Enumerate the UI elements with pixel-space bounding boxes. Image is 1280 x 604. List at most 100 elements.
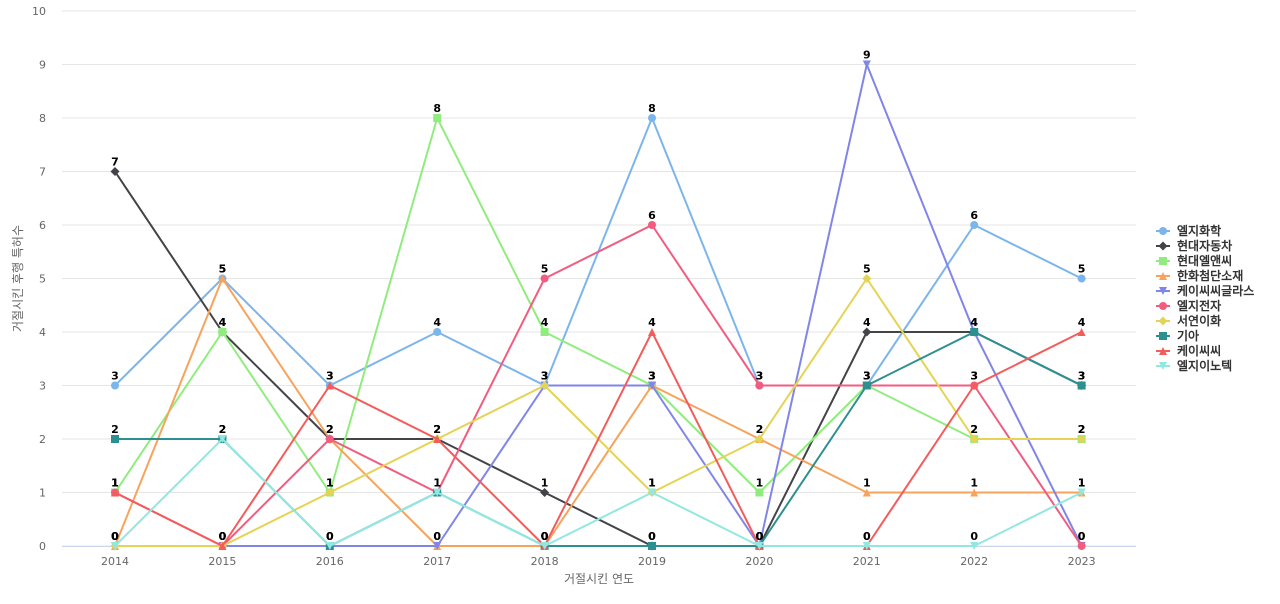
legend-item[interactable]: 서연이화 [1156,313,1221,328]
data-label: 5 [541,263,549,276]
series-line[interactable] [114,277,1083,547]
data-label: 2 [1078,423,1086,436]
data-label: 2 [970,423,978,436]
data-point[interactable] [110,167,120,176]
data-point[interactable] [540,328,549,336]
data-point[interactable] [325,488,335,497]
y-tick-label: 8 [39,112,46,125]
data-point[interactable] [111,542,119,550]
data-point[interactable] [1077,381,1086,390]
data-point[interactable] [325,381,334,390]
data-point[interactable] [433,328,442,336]
data-point[interactable] [862,381,871,390]
series-line[interactable] [114,63,1083,547]
data-point[interactable] [862,60,871,69]
data-point[interactable] [970,542,979,550]
data-point[interactable] [218,542,227,550]
data-point[interactable] [433,114,442,122]
legend-item[interactable]: 엘지화학 [1156,223,1221,238]
data-point[interactable] [433,488,442,497]
series-line[interactable] [114,331,1083,547]
data-label: 0 [863,530,871,543]
legend-item[interactable]: 엘지이노텍 [1156,358,1232,373]
data-point[interactable] [433,435,442,443]
data-point[interactable] [648,221,656,229]
legend-marker[interactable] [1158,241,1168,251]
data-point[interactable] [862,274,872,283]
data-point[interactable] [648,488,656,497]
data-point[interactable] [540,542,549,550]
data-point[interactable] [648,381,656,390]
legend-marker[interactable] [1159,302,1167,310]
data-point[interactable] [755,488,764,497]
legend-marker[interactable] [1159,347,1167,355]
data-point[interactable] [862,488,871,497]
data-point[interactable] [540,488,550,497]
data-point[interactable] [325,542,334,550]
data-label: 3 [648,370,656,383]
legend-marker[interactable] [1159,257,1167,265]
legend-marker[interactable] [1159,332,1167,340]
series-line[interactable] [114,277,1083,547]
legend-item[interactable]: 케이씨씨글라스 [1156,283,1254,298]
data-point[interactable] [755,381,764,390]
legend-item[interactable]: 케이씨씨 [1156,343,1221,358]
legend-marker[interactable] [1159,272,1167,280]
data-point[interactable] [540,381,550,390]
data-point[interactable] [111,435,119,443]
data-point[interactable] [754,434,764,444]
legend-item[interactable]: 기아 [1156,328,1199,343]
data-point[interactable] [218,274,227,283]
data-point[interactable] [218,328,227,336]
y-tick-label: 7 [39,166,46,179]
legend-item[interactable]: 현대자동차 [1156,238,1232,253]
data-point[interactable] [111,381,119,390]
y-axis-title: 거절시킨 후행 특허수 [10,225,25,332]
data-point[interactable] [1077,274,1086,283]
data-point[interactable] [1077,328,1086,336]
data-point[interactable] [1077,542,1086,550]
x-tick-label: 2020 [745,555,773,568]
legend-marker[interactable] [1159,227,1167,235]
data-point[interactable] [325,435,334,443]
legend-marker[interactable] [1158,316,1168,326]
data-point[interactable] [1077,488,1086,497]
data-point[interactable] [218,435,227,443]
data-label: 4 [541,316,549,329]
legend-label: 엘지화학 [1177,223,1221,238]
series-line[interactable] [114,438,1083,547]
data-label: 1 [433,477,441,490]
data-point[interactable] [970,488,979,497]
data-label: 0 [756,530,764,543]
data-point[interactable] [648,328,656,336]
data-point[interactable] [969,434,979,444]
legend-item[interactable]: 현대엘앤씨 [1156,253,1232,268]
series-line[interactable] [114,117,1083,494]
data-point[interactable] [970,381,979,390]
data-point[interactable] [755,542,764,550]
data-point[interactable] [648,114,656,122]
data-label: 4 [1078,316,1086,329]
data-label: 3 [111,370,119,383]
data-point[interactable] [433,542,442,550]
data-point[interactable] [862,542,871,550]
data-label: 3 [326,370,334,383]
data-point[interactable] [1077,434,1087,444]
y-tick-label: 3 [39,380,46,393]
data-label: 0 [111,530,119,543]
data-point[interactable] [111,488,119,497]
legend-item[interactable]: 한화첨단소재 [1156,268,1243,283]
data-point[interactable] [862,327,872,337]
data-point[interactable] [540,274,549,283]
data-point[interactable] [970,221,979,229]
legend[interactable]: 엘지화학현대자동차현대엘앤씨한화첨단소재케이씨씨글라스엘지전자서연이화기아케이씨… [1156,223,1254,373]
data-label: 3 [970,370,978,383]
data-label: 0 [219,530,227,543]
legend-marker[interactable] [1159,287,1167,295]
legend-marker[interactable] [1159,362,1167,370]
data-point[interactable] [970,328,979,336]
data-point[interactable] [648,542,656,550]
data-label: 1 [970,477,978,490]
legend-item[interactable]: 엘지전자 [1156,298,1221,313]
grid [62,10,1136,547]
